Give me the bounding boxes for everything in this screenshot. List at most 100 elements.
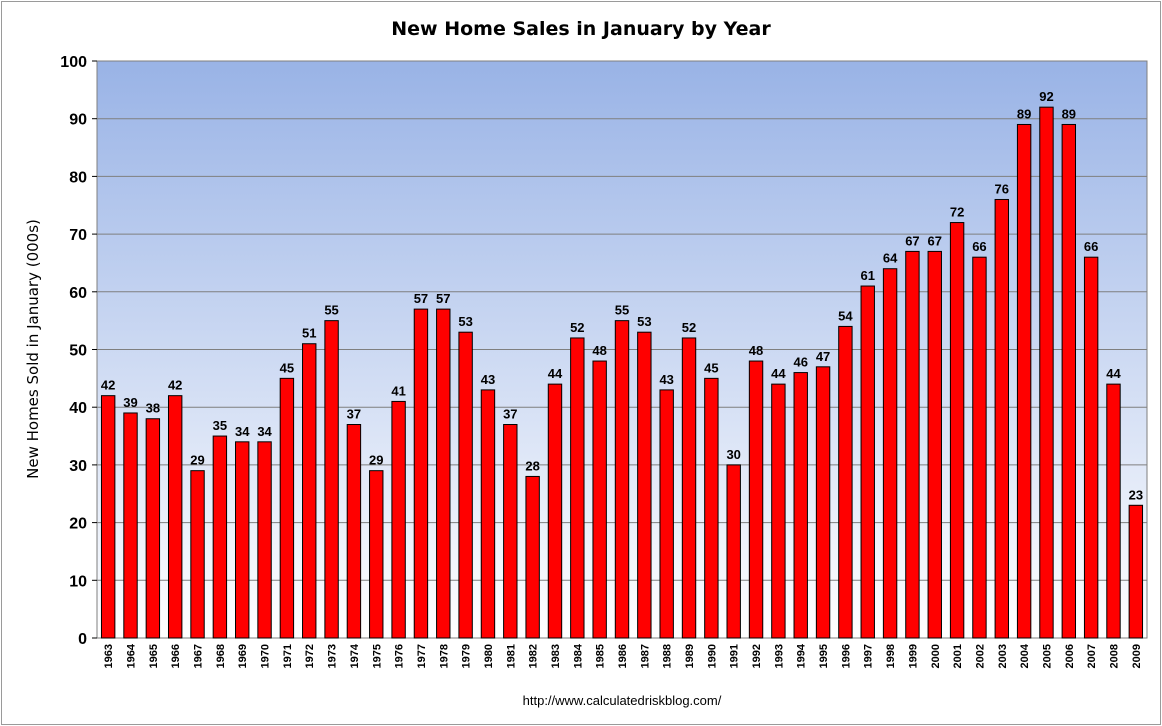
data-label: 42 [101, 378, 115, 393]
bar [994, 198, 1009, 639]
y-axis-ticks: 0 10 20 30 40 50 60 70 80 90 100 [60, 54, 97, 648]
data-label: 89 [1017, 106, 1031, 121]
bar [592, 360, 607, 639]
x-tick-label: 1997 [863, 644, 875, 668]
bar [190, 470, 205, 639]
bar [1061, 123, 1077, 639]
bar [748, 360, 764, 639]
data-label: 34 [257, 424, 272, 439]
x-tick-label: 1989 [684, 644, 696, 668]
x-tick-label: 1987 [639, 644, 651, 668]
bar [302, 343, 317, 639]
bar [882, 268, 898, 639]
data-label: 39 [123, 395, 137, 410]
x-tick-label: 1969 [237, 644, 249, 668]
bar [1039, 106, 1054, 639]
bar [279, 377, 295, 639]
data-label: 23 [1129, 487, 1143, 502]
bar [726, 464, 741, 639]
x-tick-label: 2001 [952, 644, 964, 668]
bar [1016, 123, 1032, 639]
data-label: 51 [302, 326, 316, 341]
data-label: 92 [1039, 89, 1053, 104]
y-tick-label: 10 [69, 573, 87, 590]
x-tick-label: 2007 [1086, 644, 1098, 668]
x-tick-label: 1984 [572, 643, 584, 668]
data-label: 67 [905, 233, 919, 248]
x-tick-label: 2002 [974, 644, 986, 668]
x-tick-label: 1974 [349, 643, 361, 668]
x-tick-label: 1966 [170, 644, 182, 668]
x-tick-label: 1979 [461, 644, 473, 668]
bars [100, 106, 1144, 639]
x-tick-label: 1992 [751, 644, 763, 668]
bar [614, 320, 630, 639]
bar [145, 418, 161, 639]
bar [100, 395, 116, 639]
data-label: 45 [280, 360, 294, 375]
bar [1083, 256, 1099, 639]
x-tick-label: 1963 [103, 644, 115, 668]
bar [793, 372, 808, 639]
x-axis-ticks: 1963 1964 1965 1966 1967 1968 1969 1970 1971 1972… [103, 643, 1143, 668]
x-tick-label: 2000 [930, 644, 942, 668]
y-tick-label: 40 [69, 400, 87, 417]
data-label: 64 [883, 251, 898, 266]
bar [1106, 383, 1121, 639]
bar [1128, 504, 1144, 639]
data-label: 53 [637, 314, 651, 329]
data-label: 52 [570, 320, 584, 335]
x-tick-label: 1991 [729, 644, 741, 668]
data-label: 55 [324, 303, 338, 318]
x-tick-label: 1967 [193, 644, 205, 668]
data-label: 54 [838, 308, 853, 323]
bar [436, 308, 451, 639]
data-label: 29 [369, 453, 383, 468]
x-tick-label: 2004 [1019, 643, 1031, 668]
x-tick-label: 2008 [1108, 644, 1120, 668]
data-label: 44 [771, 366, 786, 381]
x-tick-label: 1977 [416, 644, 428, 668]
bar [815, 366, 831, 639]
bar [346, 424, 362, 639]
bar [257, 441, 272, 639]
data-label: 48 [749, 343, 763, 358]
y-tick-label: 90 [69, 112, 87, 129]
bar [659, 389, 674, 639]
y-tick-label: 80 [69, 169, 87, 186]
data-label: 30 [726, 447, 740, 462]
bar [503, 424, 518, 639]
x-tick-label: 2009 [1131, 644, 1143, 668]
data-label: 55 [615, 303, 629, 318]
x-tick-label: 1976 [394, 644, 406, 668]
data-label: 38 [146, 401, 160, 416]
bar [458, 331, 473, 639]
data-label: 52 [682, 320, 696, 335]
data-label: 66 [972, 239, 986, 254]
x-tick-label: 1985 [595, 644, 607, 668]
bar [838, 325, 853, 639]
x-tick-label: 2006 [1064, 644, 1076, 668]
x-tick-label: 1973 [327, 644, 339, 668]
bar [860, 285, 875, 639]
bar [927, 250, 942, 639]
data-label: 37 [503, 407, 517, 422]
x-tick-label: 1999 [907, 644, 919, 668]
x-tick-label: 1981 [505, 644, 517, 668]
bar [547, 383, 563, 639]
x-tick-label: 1996 [840, 644, 852, 668]
source-url: http://www.calculatedriskblog.com/ [523, 693, 722, 708]
bar [681, 337, 697, 639]
data-label: 47 [816, 349, 830, 364]
x-tick-label: 1982 [528, 644, 540, 668]
bar [771, 383, 786, 639]
data-label: 29 [190, 453, 204, 468]
bar [212, 435, 228, 639]
data-label: 67 [928, 233, 942, 248]
x-tick-label: 1970 [260, 644, 272, 668]
chart-title: New Home Sales in January by Year [391, 18, 771, 40]
data-label: 45 [704, 360, 718, 375]
data-label: 44 [548, 366, 563, 381]
